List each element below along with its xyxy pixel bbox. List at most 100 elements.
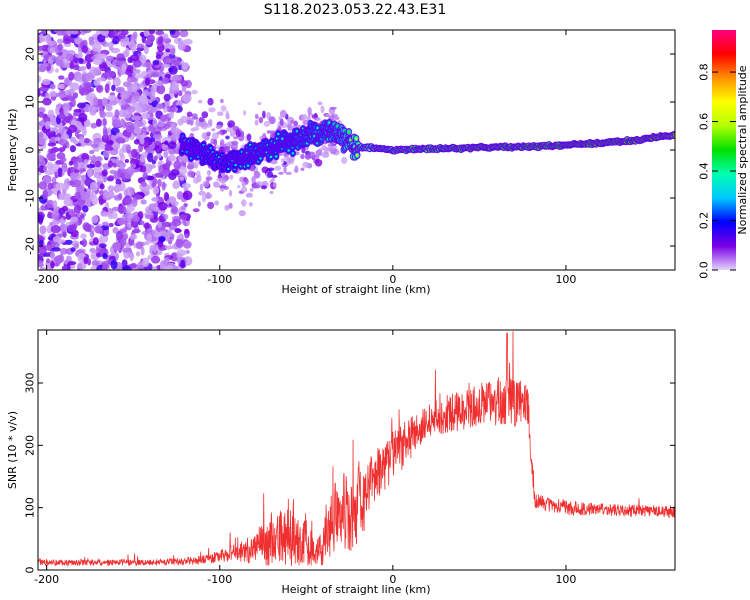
spectrogram-cell-1355	[152, 117, 157, 128]
spectrogram-cell-986	[70, 216, 79, 223]
colorbar-tick-label-0: 0.0	[698, 261, 711, 279]
spectrogram-cell-1298	[121, 30, 129, 36]
colorbar-tick-label-2: 0.4	[698, 162, 711, 180]
spectrogram-cell-1574	[210, 139, 214, 143]
spectrogram-cell-1676	[269, 160, 278, 165]
spectrogram-cell-1719	[283, 161, 287, 166]
spectrogram-cell-720	[91, 260, 99, 267]
spectrogram-cell-765	[103, 228, 110, 237]
spectrogram-cell-1382	[99, 110, 106, 119]
spectrogram-cell-1806	[186, 119, 193, 125]
spectrogram-cell-1204	[139, 54, 147, 63]
spectrogram-cell-1637	[255, 113, 259, 119]
spectrogram-cell-1666	[211, 128, 216, 132]
spectrogram-cell-616	[153, 155, 158, 162]
spectrogram-cell-949	[176, 234, 183, 240]
spectrogram-cell-1350	[38, 245, 47, 255]
spectrogram-cell-1249	[178, 166, 187, 175]
spectrogram-cell-1273	[89, 181, 99, 192]
spectrogram-cell-1399	[129, 54, 139, 62]
spectrogram-cell-1342	[161, 63, 171, 68]
snr-y-ticks: 0 100 200 300	[24, 372, 675, 574]
spectrogram-cell-577	[169, 30, 176, 35]
spectrogram-cell-921	[61, 265, 67, 270]
spectrogram-cell-1014	[46, 199, 54, 209]
spectrogram-cell-1221	[157, 201, 168, 211]
snr-y-label: SNR (10 * v/v)	[6, 411, 19, 489]
spectrogram-cell-1361	[68, 88, 75, 95]
spectrogram-cell-1323	[40, 92, 46, 97]
spectrogram-cell-876	[142, 61, 153, 68]
spectrogram-cell-1119	[55, 30, 64, 36]
spectrogram-cell-1365	[92, 58, 103, 65]
spectrogram-cell-1520	[224, 204, 230, 211]
spectrogram-cell-751	[55, 106, 60, 116]
spectrogram-cell-1385	[42, 190, 49, 200]
spectrogram-cell-1239	[171, 218, 182, 227]
spectrogram-cell-1747	[321, 151, 330, 158]
spectrogram-cell-1093	[39, 239, 44, 247]
spectrogram-cell-544	[170, 46, 176, 56]
spectrogram-cell-679	[77, 261, 87, 270]
spectrogram-cell-807	[78, 66, 87, 72]
spectrogram-cell-1013	[130, 262, 137, 269]
spectrogram-cell-1325	[144, 240, 150, 246]
colorbar-tick-label-3: 0.6	[698, 113, 711, 130]
colorbar-tick-label-4: 0.8	[698, 63, 711, 81]
spectrogram-cell-1393	[56, 38, 64, 44]
spectrogram-cell-757	[177, 42, 186, 51]
spectrogram-cell-1071	[84, 178, 92, 186]
spectrogram-cell-1163	[140, 112, 151, 120]
spectrogram-cell-708	[107, 127, 112, 135]
spectrogram-cell-1635	[315, 149, 323, 157]
spectrogram-cell-1301	[42, 97, 52, 106]
spectrogram-cell-1526	[313, 117, 321, 121]
spectrogram-cell-1763	[205, 191, 211, 200]
spectrogram-cell-1617	[229, 174, 234, 180]
spectrogram-cell-890	[164, 38, 172, 44]
spectrogram-cell-1314	[81, 238, 88, 248]
spectrogram-cell-1786	[249, 187, 254, 192]
spectrogram-cell-1715	[245, 192, 253, 198]
spectrogram-cell-944	[96, 177, 105, 183]
spectrogram-cell-1236	[155, 54, 162, 60]
spectrogram-cell-567	[80, 233, 87, 239]
spectrogram-cell-964	[182, 94, 192, 103]
spectrogram-cell-1519	[201, 111, 209, 119]
spectrogram-cell-1601	[238, 210, 246, 217]
spectrogram-cell-1492	[206, 131, 211, 137]
spectrogram-cell-1337	[89, 247, 96, 254]
spectrogram-cell-1272	[155, 80, 164, 87]
spectrogram-cell-1378	[101, 264, 108, 270]
spectrogram-cell-1671	[237, 185, 241, 189]
spectrogram-cell-555	[126, 76, 137, 83]
spectrogram-cell-132	[140, 199, 147, 205]
spectrogram-cell-1059	[131, 228, 141, 234]
spectrogram-cell-1808	[286, 124, 292, 129]
spectrogram-cell-901	[89, 230, 95, 238]
spectrogram-cell-672	[102, 117, 107, 127]
spectrogram-cell-1736	[192, 126, 200, 131]
spectrogram-cell-1512	[261, 182, 267, 187]
spectrogram-cell-1040	[78, 136, 85, 144]
spectrogram-cell-1374	[75, 158, 84, 163]
spectrogram-cell-1060	[46, 152, 56, 161]
spectrogram-cell-1426	[191, 90, 198, 95]
spectrogram-cell-1129	[172, 127, 181, 134]
spectrogram-cell-1054	[49, 47, 56, 54]
spectrogram-cell-1131	[68, 160, 74, 166]
spectrogram-cell-1787	[243, 110, 247, 116]
spectrogram-cell-1634	[208, 119, 213, 126]
spectrogram-cell-1031	[38, 107, 46, 114]
spectrogram-cell-1171	[117, 205, 127, 214]
spectrogram-cell-1586	[253, 171, 261, 179]
spectrogram-cell-549	[147, 30, 156, 35]
spectrogram-cell-1783	[241, 199, 247, 207]
spectrogram-cell-1122	[124, 121, 134, 128]
spectrogram-cell-611	[63, 42, 72, 48]
spectrogram-cell-1105	[180, 115, 188, 124]
spectrogram-cell-970	[69, 136, 77, 143]
spectrogram-cell-1607	[331, 145, 338, 150]
spectrogram-cell-1186	[82, 205, 89, 213]
